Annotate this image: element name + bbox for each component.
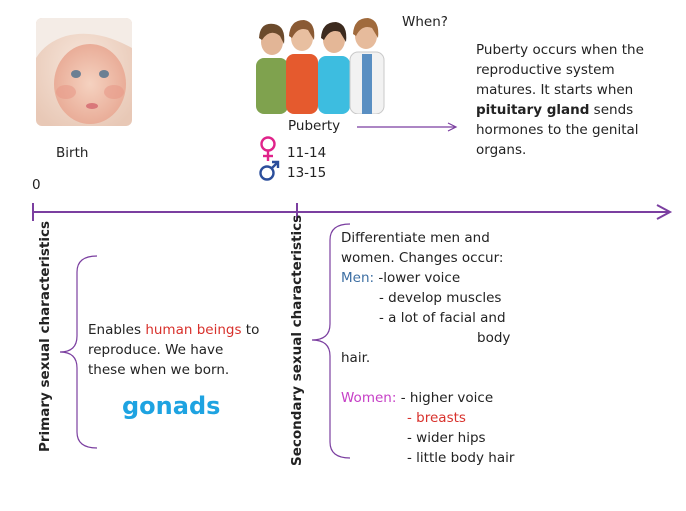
men-item: - develop muscles [379, 290, 502, 306]
baby-photo [36, 18, 132, 126]
birth-label: Birth [56, 145, 89, 161]
secondary-vertical-label: Secondary sexual characteristics [289, 214, 305, 466]
puberty-explanation: Puberty occurs when the reproductive sys… [476, 40, 644, 160]
primary-description: Enables human beings to reproduce. We ha… [88, 322, 260, 378]
explanation-line-bold: pituitary gland sends [476, 102, 634, 118]
men-item-wrap: body [477, 330, 511, 346]
primary-brace [59, 255, 98, 449]
explanation-line: organs. [476, 142, 527, 158]
zero-label: 0 [32, 177, 41, 193]
teenagers-photo [250, 14, 390, 114]
explanation-line: reproductive system [476, 62, 615, 78]
female-symbol-icon [260, 136, 276, 161]
pituitary-gland-term: pituitary gland [476, 102, 590, 118]
women-item: - little body hair [407, 450, 515, 466]
human-beings-highlight: human beings [145, 322, 242, 338]
women-label: Women: [341, 390, 397, 406]
explanation-line: Puberty occurs when the [476, 42, 644, 58]
puberty-label: Puberty [288, 118, 341, 134]
when-question: When? [402, 14, 448, 30]
male-symbol-icon [259, 160, 280, 181]
secondary-brace [311, 223, 351, 459]
men-item-wrap: hair. [341, 350, 371, 366]
male-age-range: 13-15 [287, 165, 327, 181]
men-label: Men: [341, 270, 375, 286]
women-item: - wider hips [407, 430, 486, 446]
secondary-description: Differentiate men and women. Changes occ… [341, 230, 515, 466]
timeline-arrowhead [656, 204, 673, 220]
female-age-range: 11-14 [287, 145, 327, 161]
explanation-line: matures. It starts when [476, 82, 634, 98]
explanation-line: hormones to the genital [476, 122, 639, 138]
women-item-breasts: - breasts [407, 410, 466, 426]
men-item: - a lot of facial and [379, 310, 506, 326]
primary-vertical-label: Primary sexual characteristics [37, 220, 53, 452]
gonads-keyword: gonads [122, 392, 221, 420]
